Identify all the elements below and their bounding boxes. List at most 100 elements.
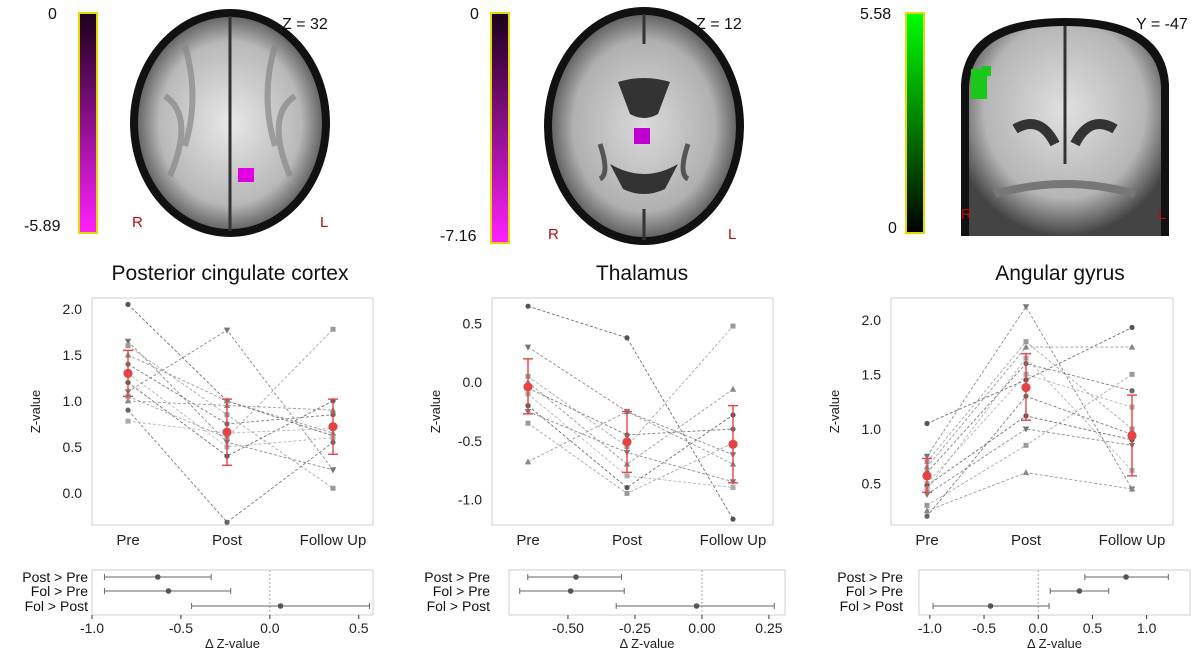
x-tick-label: Pre [516,532,539,549]
mean-point [1021,382,1031,393]
plot-frame [91,297,374,526]
orientation-right-label: R [548,226,559,243]
subject-line [926,327,1133,424]
estimate-point [1076,588,1083,594]
mean-point [123,368,133,378]
y-tick-label: 2.0 [63,301,83,317]
subject-point [524,344,532,351]
subject-point [524,458,532,465]
subject-point [924,502,930,508]
slice-label: Z = 32 [282,16,328,33]
x-tick-label: Post [612,532,643,549]
x-tick-label: Follow Up [1099,532,1166,549]
subject-point [1023,339,1029,345]
subject-point [330,485,336,491]
subject-point [1022,304,1030,311]
colorbar-pcc [78,12,98,234]
orientation-left-label: L [728,226,737,243]
subject-point [1128,485,1136,492]
brain-axial-slice [130,9,330,237]
orientation-right-label: R [132,214,143,231]
subject-point [525,303,531,309]
brain-coronal-slice [961,18,1169,236]
subject-line [127,354,334,434]
x-tick-label: Pre [116,532,139,549]
estimate-point [155,574,161,580]
x-tick-label: -0.5 [169,620,193,636]
subject-point [1022,426,1030,433]
orientation-left-label: L [1158,206,1167,223]
y-tick-label: 0.0 [463,374,483,390]
colorbar-max-label: 0 [48,6,57,23]
comparison-label: Fol > Post [427,598,491,614]
line-chart-angular: 2.0 1.5 1.0 0.5 Z-value Pre Post Follow Up [827,297,1174,549]
mean-point [222,427,232,437]
colorbar-min-label: -5.89 [24,218,61,235]
subject-point [224,519,230,525]
subject-point [924,420,930,427]
colorbar-angular [905,12,925,234]
plot-frame [890,297,1174,526]
subject-point [729,385,737,392]
colorbar-max-label: 5.58 [860,6,892,23]
activation-blob [634,128,650,144]
y-axis-label: Z-value [28,390,43,433]
y-axis-label: Z-value [827,390,842,433]
subject-line [527,393,734,489]
subject-line [127,372,334,448]
subject-point [730,516,736,522]
subject-point [125,407,131,413]
x-tick-label: -1.0 [918,620,942,636]
subject-point [923,491,931,498]
subject-point [730,485,736,491]
region-title-pcc: Posterior cingulate cortex [111,262,349,285]
subject-point [1129,324,1135,331]
subject-point [1129,371,1135,377]
x-tick-label: Post [212,532,243,549]
x-tick-label: Follow Up [300,532,367,549]
subject-point [1129,388,1135,394]
comparison-label: Post > Pre [424,569,490,585]
subject-point [125,418,131,424]
subject-point [223,327,231,334]
subject-point [924,513,930,519]
mean-point [328,422,338,432]
mean-point [1127,430,1137,441]
y-axis-label: Z-value [428,390,443,433]
x-tick-label: -0.50 [552,620,584,636]
activation-blob [238,168,254,182]
estimate-point [573,574,579,580]
brain-axial-slice [544,7,744,245]
subject-point [525,420,531,426]
slice-label: Z = 12 [696,16,742,33]
y-tick-label: 0.5 [862,476,882,492]
subject-point [1022,469,1030,476]
mean-point [523,382,533,392]
subject-line [926,357,1133,490]
comparison-label: Fol > Pre [846,583,903,599]
subject-line [127,420,334,434]
comparison-label: Fol > Post [25,598,89,614]
estimate-point [1123,574,1129,580]
estimate-point [693,603,700,609]
orientation-right-label: R [961,206,972,223]
estimate-point [567,588,574,594]
x-tick-label: -1.0 [80,620,104,636]
colorbar-max-label: 0 [470,6,479,23]
subject-point [125,301,131,308]
x-tick-label: 0.5 [1083,620,1103,636]
y-tick-label: 2.0 [862,312,882,328]
subject-point [330,326,336,332]
line-chart-pcc: 2.0 1.5 1.0 0.5 0.0 Z-value Pre Post Follow Up [28,297,374,549]
subject-point [624,490,630,496]
y-tick-label: 1.0 [862,421,882,437]
subject-point [1128,343,1136,350]
subject-line [127,304,334,437]
subject-point [124,397,132,404]
subject-point [923,453,931,460]
x-tick-label: 0.00 [688,620,715,636]
y-tick-label: 0.5 [63,439,83,455]
subject-point [624,335,630,341]
